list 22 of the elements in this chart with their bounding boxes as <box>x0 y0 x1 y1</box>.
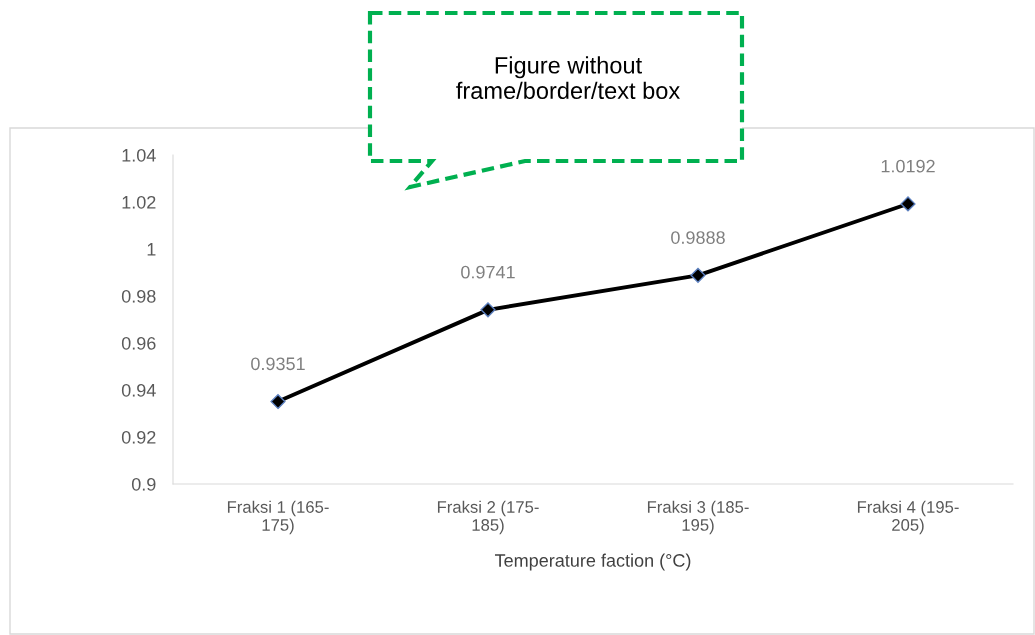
text: Figure without frame/border/text box <box>456 56 680 100</box>
point <box>480 302 496 318</box>
point <box>900 196 916 212</box>
data-label: 0.9741 <box>461 265 515 279</box>
x-tick-label: Fraksi 4 (195- 205) <box>857 500 959 535</box>
y-tick-label: 0.96 <box>121 336 156 350</box>
y-tick-label: 1.02 <box>122 195 156 209</box>
data-label: 0.9351 <box>251 357 305 371</box>
data-label: 1.0192 <box>881 159 935 173</box>
data-label: 0.9888 <box>671 231 725 244</box>
y-tick-label: 0.98 <box>121 289 156 303</box>
y-tick-label: 1.04 <box>122 148 156 162</box>
point <box>690 267 706 283</box>
point <box>270 393 286 410</box>
y-tick-label: 0.92 <box>121 430 156 444</box>
y-tick-label: 1 <box>147 243 156 256</box>
x-axis-title: Temperature faction (°C) <box>494 553 691 571</box>
y-tick-label: 0.9 <box>131 477 156 491</box>
x-tick-label: Fraksi 3 (185- 195) <box>647 500 749 535</box>
x-tick-label: Fraksi 2 (175- 185) <box>437 500 539 535</box>
x-tick-label: Fraksi 1 (165- 175) <box>227 500 329 535</box>
y-tick-label: 0.94 <box>121 383 156 397</box>
